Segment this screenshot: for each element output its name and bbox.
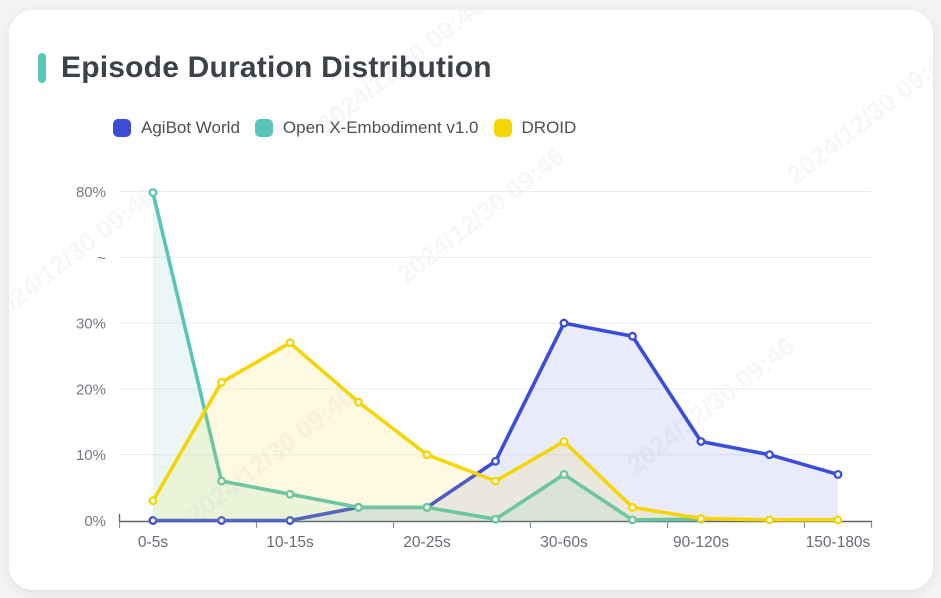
series-area-open-x-embodiment-v1-0 <box>153 192 701 522</box>
data-point-agibot-world[interactable] <box>491 456 500 466</box>
data-point-droid[interactable] <box>354 397 363 407</box>
x-axis-label: 150-180s <box>806 534 871 551</box>
data-point-droid[interactable] <box>285 338 295 348</box>
x-axis-label: 30-60s <box>540 534 588 551</box>
data-point-open-x-embodiment-v1-0[interactable] <box>148 188 158 198</box>
title-accent-bar <box>38 53 46 83</box>
data-point-droid[interactable] <box>628 502 637 512</box>
x-axis-label: 20-25s <box>403 534 451 551</box>
data-point-droid[interactable] <box>422 450 432 460</box>
legend-item-agibot-world[interactable]: AgiBot World <box>113 118 240 138</box>
legend-swatch-icon <box>113 119 131 137</box>
legend-item-droid[interactable]: DROID <box>493 118 577 138</box>
legend-label: DROID <box>521 118 577 137</box>
data-point-open-x-embodiment-v1-0[interactable] <box>422 502 432 512</box>
title-row: Episode Duration Distribution <box>38 51 492 84</box>
y-axis-label: 10% <box>76 447 106 464</box>
data-point-droid[interactable] <box>148 496 158 506</box>
data-point-open-x-embodiment-v1-0[interactable] <box>217 476 226 486</box>
data-point-droid[interactable] <box>696 514 706 523</box>
data-point-open-x-embodiment-v1-0[interactable] <box>285 489 295 499</box>
data-point-droid[interactable] <box>491 476 500 486</box>
page-title: Episode Duration Distribution <box>61 51 492 84</box>
legend-label: Open X-Embodiment v1.0 <box>282 118 479 137</box>
data-point-agibot-world[interactable] <box>217 516 226 525</box>
data-point-agibot-world[interactable] <box>148 516 158 525</box>
y-axis-label: 80% <box>76 184 106 201</box>
data-point-open-x-embodiment-v1-0[interactable] <box>354 502 363 512</box>
y-axis-label: 30% <box>76 316 106 333</box>
data-point-agibot-world[interactable] <box>628 331 637 341</box>
y-axis-label: ~ <box>97 250 106 267</box>
legend-item-open-x-embodiment[interactable]: Open X-Embodiment v1.0 <box>254 118 479 138</box>
data-point-open-x-embodiment-v1-0[interactable] <box>559 469 569 479</box>
x-axis-label: 10-15s <box>266 534 314 551</box>
chart-legend: AgiBot World Open X-Embodiment v1.0 DROI… <box>113 118 576 138</box>
x-axis-label: 0-5s <box>138 534 168 551</box>
series-area-droid <box>153 342 838 522</box>
legend-label: AgiBot World <box>141 118 240 137</box>
data-point-droid[interactable] <box>217 377 226 387</box>
chart-card: 2024/12/30 09:46 2024/12/30 09:46 2024/1… <box>9 10 933 590</box>
data-point-agibot-world[interactable] <box>696 437 706 446</box>
y-axis-label: 0% <box>84 513 106 530</box>
data-point-agibot-world[interactable] <box>559 318 569 328</box>
data-point-droid[interactable] <box>559 437 569 446</box>
data-point-agibot-world[interactable] <box>285 516 295 525</box>
x-axis-label: 90-120s <box>673 534 729 551</box>
series-area-agibot-world <box>153 323 838 522</box>
data-point-open-x-embodiment-v1-0[interactable] <box>628 515 637 525</box>
legend-swatch-icon <box>254 119 273 137</box>
data-point-agibot-world[interactable] <box>833 469 843 479</box>
legend-swatch-icon <box>493 119 512 137</box>
y-axis-label: 20% <box>76 381 106 398</box>
data-point-droid[interactable] <box>765 515 774 525</box>
data-point-agibot-world[interactable] <box>765 450 774 460</box>
data-point-open-x-embodiment-v1-0[interactable] <box>491 514 500 524</box>
data-point-droid[interactable] <box>833 515 843 525</box>
